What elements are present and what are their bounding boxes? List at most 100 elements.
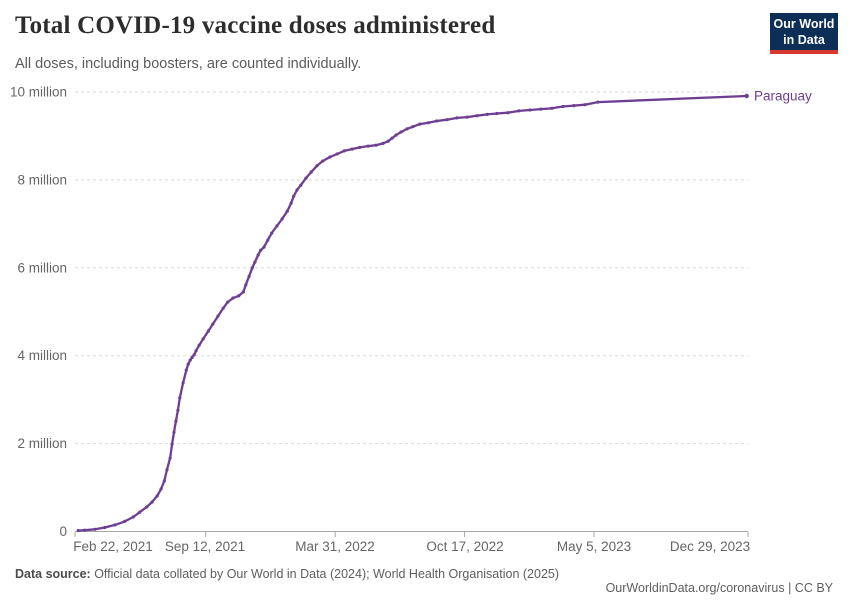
data-point: [76, 529, 80, 533]
data-point: [155, 494, 159, 498]
chart-subtitle: All doses, including boosters, are count…: [15, 56, 362, 72]
data-point: [295, 188, 299, 192]
series-line: [77, 94, 748, 532]
data-point: [181, 381, 185, 385]
owid-logo[interactable]: Our World in Data: [770, 13, 838, 54]
data-source-text: Data source: Official data collated by O…: [15, 567, 559, 600]
data-point: [176, 408, 180, 412]
y-tick-label: 0: [59, 524, 67, 539]
data-point: [250, 266, 254, 270]
data-point: [275, 224, 279, 228]
data-point: [358, 145, 362, 149]
y-tick-label: 8 million: [17, 172, 67, 187]
series-label: Paraguay: [754, 88, 812, 103]
data-point: [262, 245, 266, 249]
data-point: [83, 528, 87, 532]
data-point: [475, 114, 479, 118]
data-point: [445, 118, 449, 122]
data-point: [411, 125, 415, 129]
data-point: [350, 147, 354, 151]
data-point: [259, 248, 263, 252]
owid-logo-line2: in Data: [783, 33, 825, 47]
data-point: [159, 487, 163, 491]
data-point: [366, 144, 370, 148]
data-point: [170, 442, 174, 446]
data-point: [550, 106, 554, 110]
data-point: [292, 194, 296, 198]
data-point: [744, 93, 749, 99]
x-tick-label: Sep 12, 2021: [165, 539, 245, 554]
y-tick-label: 6 million: [17, 260, 67, 275]
data-point: [583, 103, 587, 107]
data-point: [299, 183, 303, 187]
x-tick-label: Dec 29, 2023: [670, 539, 750, 554]
data-point: [172, 430, 176, 434]
data-point: [517, 109, 521, 113]
y-tick-label: 10 million: [10, 85, 67, 100]
data-point: [418, 122, 422, 126]
data-point: [539, 107, 543, 111]
data-point: [150, 500, 154, 504]
data-point: [168, 456, 172, 460]
data-point: [495, 111, 499, 116]
data-point: [572, 104, 576, 108]
data-point: [285, 209, 289, 213]
data-point: [309, 170, 313, 174]
data-point: [244, 283, 248, 287]
data-point: [206, 329, 210, 333]
data-point: [221, 306, 225, 310]
data-point: [162, 479, 166, 483]
data-point: [93, 527, 97, 531]
data-point: [241, 290, 245, 294]
data-point: [374, 143, 378, 147]
data-point: [465, 115, 469, 119]
data-point: [394, 133, 398, 137]
data-point: [405, 127, 409, 131]
data-point: [304, 176, 308, 180]
data-point: [390, 136, 394, 140]
data-point: [342, 149, 346, 153]
license-label: | CC BY: [784, 581, 833, 595]
x-tick-label: Mar 31, 2022: [295, 539, 375, 554]
data-point: [426, 121, 430, 125]
data-point: [280, 217, 284, 221]
data-point: [190, 355, 194, 360]
data-point: [145, 505, 149, 509]
x-tick-label: Feb 22, 2021: [73, 539, 153, 554]
data-point: [435, 119, 439, 123]
x-tick-label: Oct 17, 2022: [426, 539, 503, 554]
data-point: [247, 274, 251, 278]
data-point: [131, 515, 135, 519]
owid-url-link[interactable]: OurWorldinData.org/coronavirus: [605, 581, 785, 595]
y-tick-label: 4 million: [17, 348, 67, 363]
data-point: [455, 116, 459, 120]
data-point: [211, 322, 215, 326]
data-point: [192, 353, 196, 357]
data-point: [165, 468, 169, 472]
data-point: [485, 112, 489, 116]
chart-title: Total COVID-19 vaccine doses administere…: [15, 12, 496, 39]
data-point: [226, 300, 230, 304]
data-source-label: Data source:: [15, 567, 91, 581]
data-point: [178, 396, 182, 400]
data-point: [216, 314, 220, 318]
footer-attribution: OurWorldinData.org/coronavirus | CC BY: [585, 567, 833, 600]
data-point: [231, 296, 235, 300]
data-point: [289, 201, 293, 205]
data-point: [138, 510, 142, 514]
data-point: [321, 159, 325, 163]
chart-footer: Data source: Official data collated by O…: [15, 567, 833, 600]
data-point: [256, 253, 260, 257]
data-point: [506, 111, 510, 115]
data-point: [103, 525, 107, 530]
data-point: [381, 141, 385, 145]
data-point: [328, 155, 332, 159]
data-point: [386, 139, 390, 143]
y-tick-label: 2 million: [17, 436, 67, 451]
owid-logo-line1: Our World: [773, 17, 835, 31]
data-point: [315, 164, 319, 168]
data-point: [335, 152, 339, 156]
data-point: [266, 238, 270, 242]
data-point: [113, 523, 117, 527]
